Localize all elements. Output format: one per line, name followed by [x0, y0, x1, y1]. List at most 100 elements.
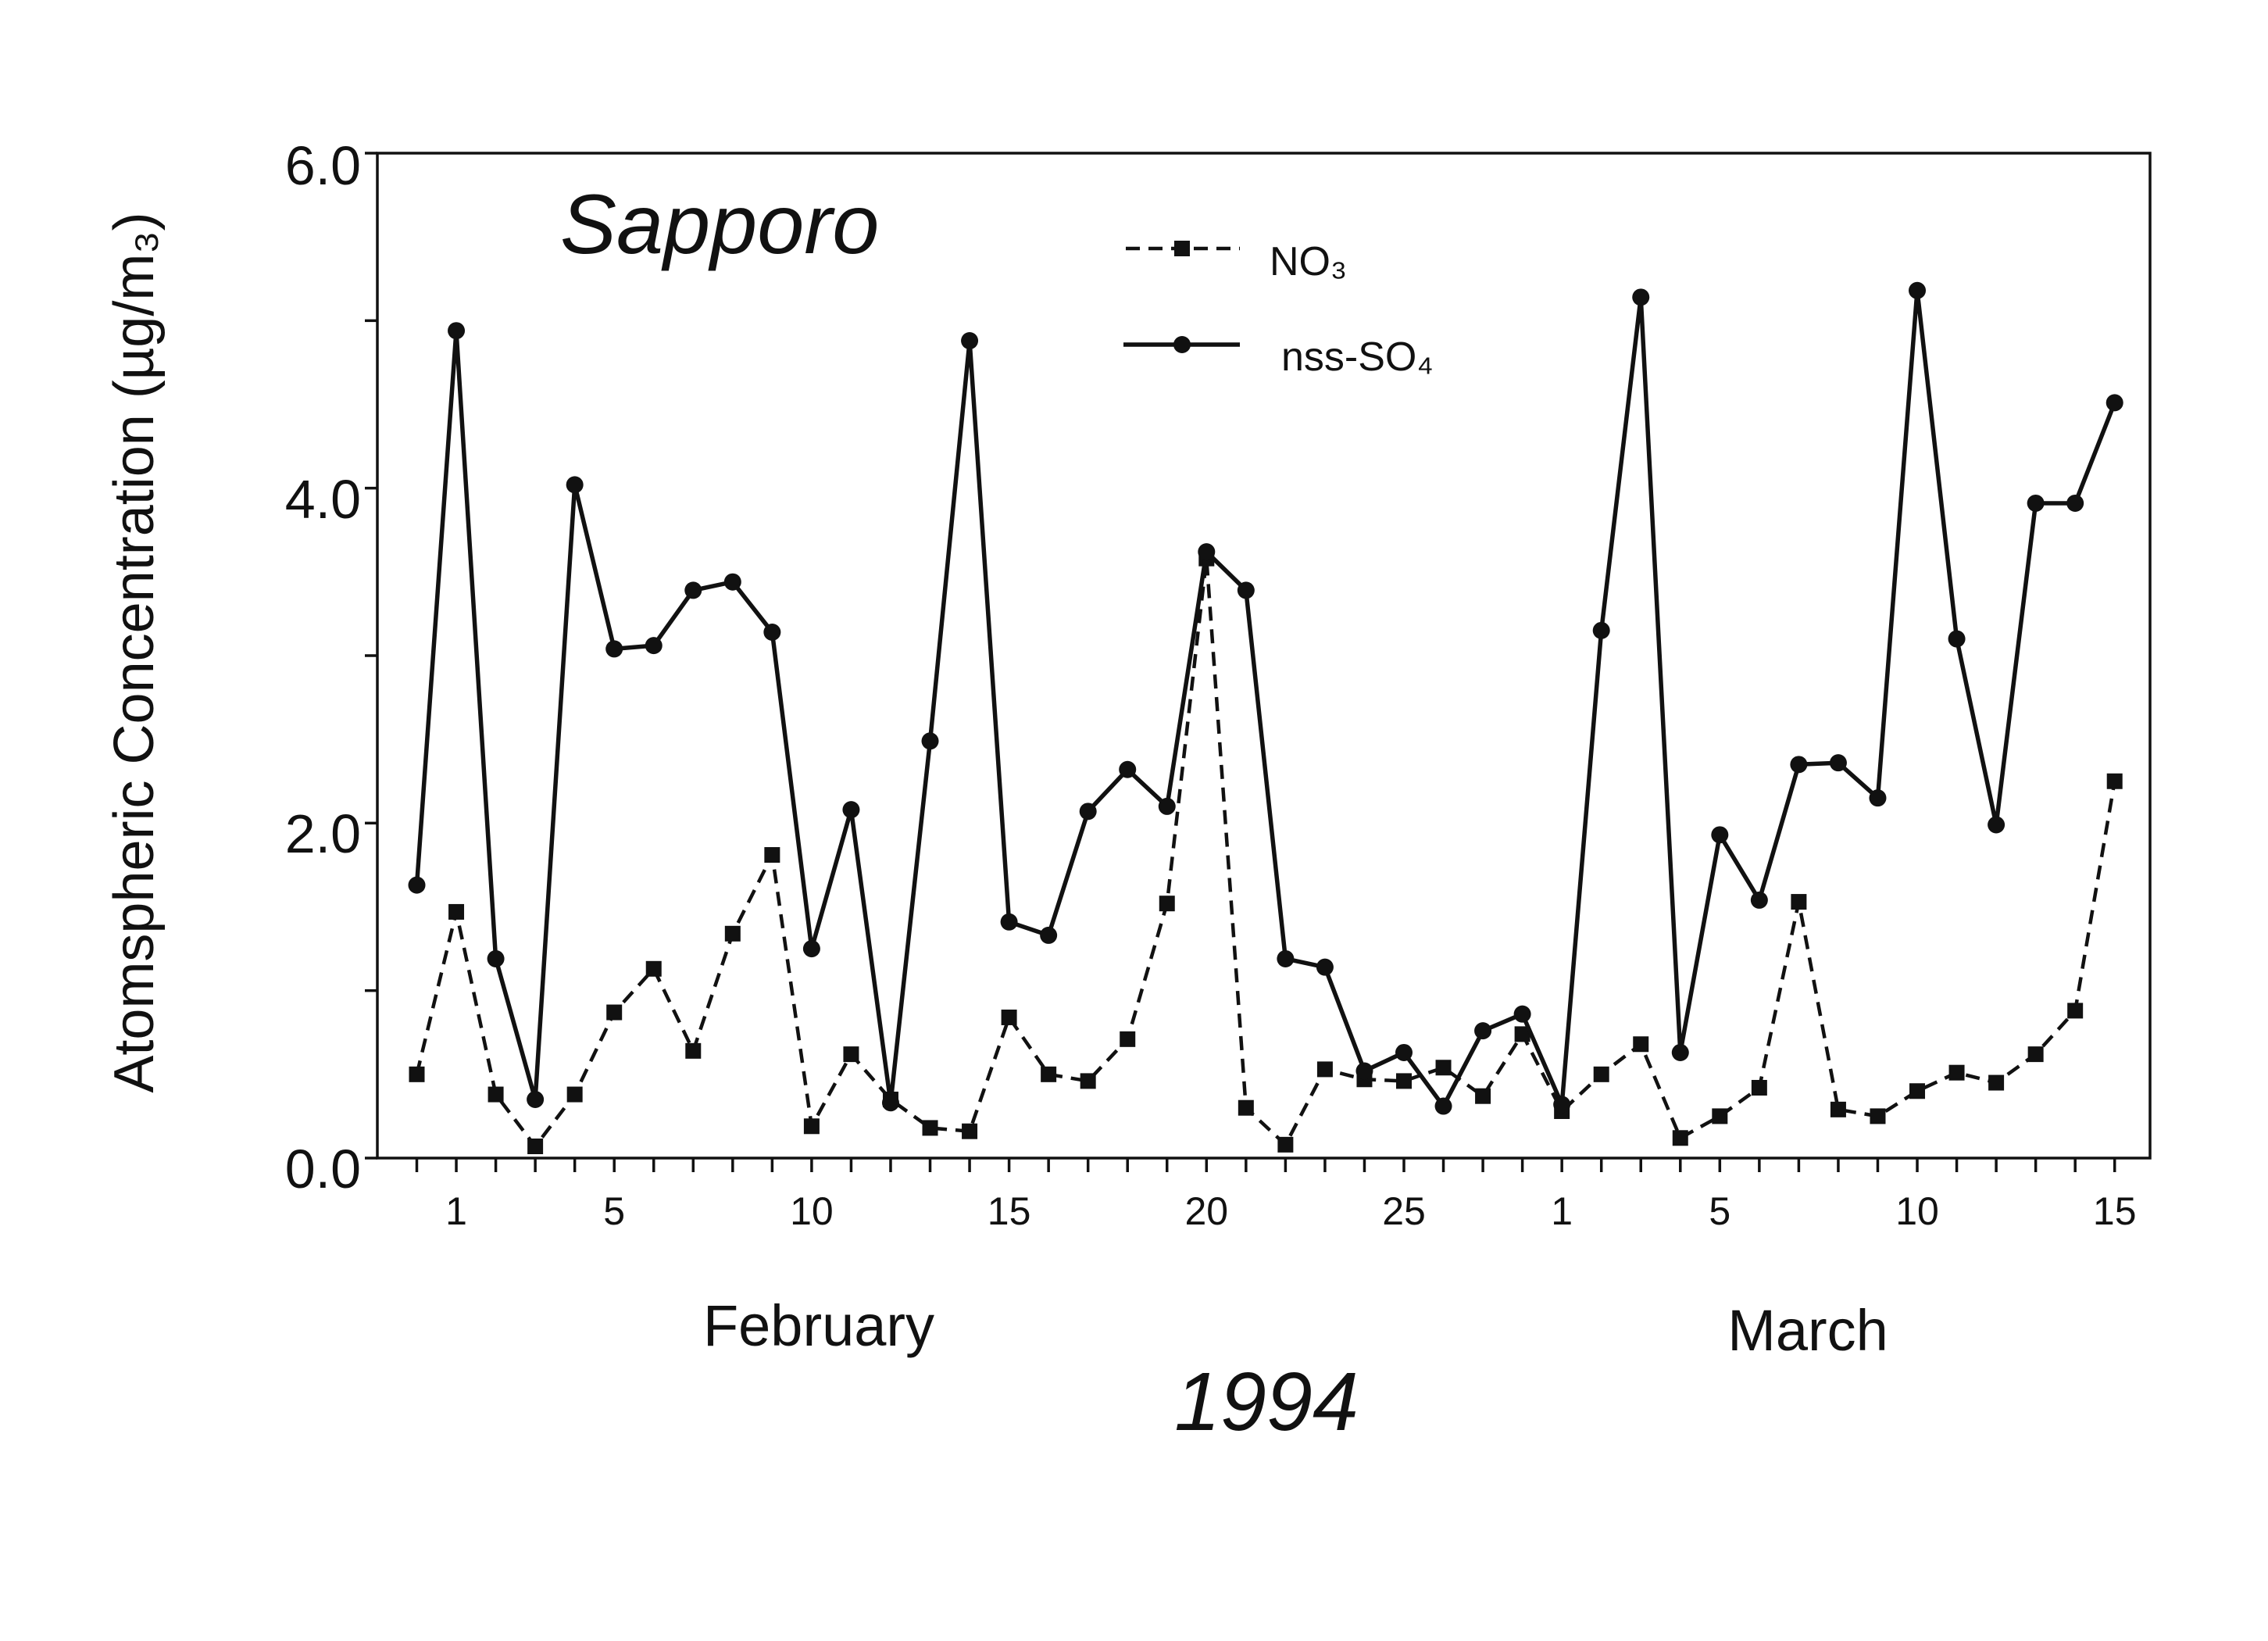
year-label: 1994: [1174, 1356, 1359, 1448]
legend-marker-square: [1174, 241, 1190, 256]
data-point-no3: [488, 1087, 504, 1103]
data-point-nss-so4: [1119, 761, 1136, 778]
data-point-no3: [1752, 1080, 1767, 1096]
data-point-no3: [1712, 1108, 1727, 1124]
data-point-nss-so4: [1751, 892, 1768, 909]
data-point-no3: [1277, 1137, 1293, 1153]
plot-frame: [377, 153, 2150, 1158]
data-point-nss-so4: [961, 332, 978, 349]
data-point-no3: [1791, 894, 1806, 910]
data-point-no3: [2107, 774, 2123, 789]
data-point-nss-so4: [1909, 282, 1926, 299]
data-point-nss-so4: [1355, 1063, 1373, 1080]
x-tick-label: 15: [2093, 1189, 2137, 1233]
chart-title: Sapporo: [560, 177, 879, 271]
data-point-no3: [923, 1120, 938, 1135]
data-point-nss-so4: [1948, 631, 1966, 648]
data-point-no3: [646, 961, 662, 977]
series-line-no3: [417, 559, 2115, 1146]
data-point-nss-so4: [803, 940, 820, 957]
data-point-nss-so4: [1711, 826, 1728, 843]
data-point-nss-so4: [2106, 394, 2123, 411]
legend-label-no3: NO₃: [1270, 239, 1347, 284]
data-point-no3: [409, 1067, 425, 1082]
data-point-nss-so4: [488, 950, 505, 967]
data-point-nss-so4: [1830, 754, 1847, 771]
legend: NO₃ nss-SO₄: [1123, 239, 1434, 380]
data-point-no3: [1949, 1065, 1965, 1081]
data-point-nss-so4: [1001, 913, 1018, 931]
data-point-no3: [1002, 1010, 1017, 1025]
data-point-nss-so4: [605, 640, 623, 657]
data-point-nss-so4: [1593, 622, 1610, 639]
x-tick-label: 1: [445, 1189, 467, 1233]
month-label-february: February: [703, 1293, 934, 1358]
data-point-nss-so4: [2027, 495, 2045, 512]
month-label-march: March: [1727, 1298, 1888, 1363]
data-point-nss-so4: [1238, 581, 1255, 599]
data-point-nss-so4: [842, 801, 859, 818]
data-point-no3: [567, 1087, 583, 1103]
x-tick-label: 10: [1895, 1189, 1939, 1233]
series-line-nss-so4: [417, 291, 2115, 1107]
data-point-no3: [2028, 1046, 2044, 1062]
data-point-nss-so4: [409, 877, 426, 894]
data-point-nss-so4: [566, 476, 584, 493]
x-tick-label: 1: [1551, 1189, 1573, 1233]
data-point-no3: [1396, 1073, 1412, 1089]
data-point-nss-so4: [1435, 1098, 1452, 1115]
x-tick-label: 10: [790, 1189, 834, 1233]
data-point-nss-so4: [1988, 816, 2005, 833]
data-point-nss-so4: [763, 624, 780, 641]
data-point-no3: [1238, 1100, 1254, 1116]
data-point-nss-so4: [1553, 1096, 1570, 1113]
data-point-nss-so4: [2066, 495, 2084, 512]
plot-area: 1 5 10 15 20 25 1 5 10 15: [365, 153, 2137, 1233]
data-point-nss-so4: [1277, 950, 1294, 967]
x-tick-label: 5: [603, 1189, 625, 1233]
data-point-no3: [804, 1118, 820, 1134]
data-point-nss-so4: [527, 1091, 544, 1108]
data-point-no3: [1475, 1089, 1491, 1104]
data-point-no3: [843, 1046, 859, 1062]
data-point-no3: [1633, 1036, 1648, 1052]
data-point-nss-so4: [645, 637, 663, 654]
x-tick-label: 25: [1382, 1189, 1426, 1233]
y-axis-label: Atomspheric Concentration (µg/m₃): [103, 212, 166, 1092]
y-tick-label: 6.0: [285, 135, 361, 196]
data-point-no3: [448, 904, 464, 920]
data-point-no3: [962, 1124, 977, 1139]
y-tick-label: 2.0: [285, 803, 361, 864]
data-point-no3: [764, 847, 780, 863]
data-point-no3: [685, 1043, 701, 1059]
data-point-no3: [2067, 1003, 2083, 1018]
data-point-nss-so4: [1632, 288, 1649, 306]
data-point-no3: [527, 1139, 543, 1154]
legend-item-nss-so4: nss-SO₄: [1123, 334, 1434, 380]
data-point-no3: [1317, 1061, 1333, 1077]
legend-marker-circle: [1173, 336, 1191, 353]
data-point-nss-so4: [1198, 543, 1215, 560]
data-point-nss-so4: [1514, 1006, 1531, 1023]
data-point-no3: [1673, 1130, 1688, 1146]
data-point-no3: [1080, 1073, 1096, 1089]
data-point-nss-so4: [1395, 1044, 1413, 1061]
legend-label-nss-so4: nss-SO₄: [1281, 334, 1434, 380]
data-point-nss-so4: [1790, 756, 1807, 773]
data-point-no3: [1159, 896, 1175, 911]
y-tick-label: 4.0: [285, 469, 361, 530]
data-point-nss-so4: [1316, 959, 1334, 976]
data-point-no3: [606, 1005, 622, 1021]
data-point-no3: [725, 926, 741, 942]
data-point-nss-so4: [1040, 927, 1057, 944]
data-point-nss-so4: [724, 574, 741, 591]
data-point-no3: [1436, 1060, 1452, 1075]
y-tick-label: 0.0: [285, 1139, 361, 1199]
data-point-nss-so4: [1080, 803, 1097, 820]
data-point-no3: [1870, 1108, 1885, 1124]
data-point-no3: [1041, 1067, 1056, 1082]
data-point-nss-so4: [684, 581, 702, 599]
data-point-nss-so4: [1869, 789, 1886, 806]
data-point-nss-so4: [1474, 1022, 1491, 1039]
